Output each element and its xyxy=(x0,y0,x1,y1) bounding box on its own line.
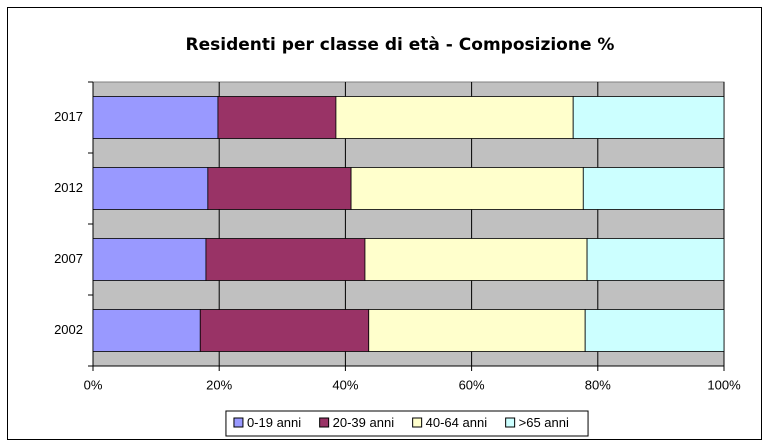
x-tick-label: 60% xyxy=(459,377,485,392)
bar-segment xyxy=(582,167,725,210)
legend-label: 40-64 anni xyxy=(426,415,488,430)
bar-segment xyxy=(92,238,207,281)
bar-segment xyxy=(350,167,584,210)
bar-segment xyxy=(205,238,366,281)
legend-swatch xyxy=(412,417,423,428)
bar-segment xyxy=(572,96,725,139)
chart-title: Residenti per classe di età - Composizio… xyxy=(186,35,615,55)
bar-segment xyxy=(368,309,586,352)
y-tick-label: 2007 xyxy=(54,251,83,266)
legend-label: 0-19 anni xyxy=(247,415,301,430)
legend-swatch xyxy=(233,417,244,428)
bar-segment xyxy=(92,96,219,139)
bar-segment xyxy=(364,238,588,281)
y-tick-label: 2012 xyxy=(54,180,83,195)
y-tick-label: 2017 xyxy=(54,109,83,124)
legend-label: >65 anni xyxy=(519,415,569,430)
y-tick-label: 2002 xyxy=(54,322,83,337)
bar-segment xyxy=(217,96,337,139)
bar-segment xyxy=(335,96,574,139)
x-tick-label: 80% xyxy=(585,377,611,392)
legend-label: 20-39 anni xyxy=(333,415,395,430)
bar-segment xyxy=(207,167,352,210)
x-tick-label: 20% xyxy=(206,377,232,392)
bar-segment xyxy=(199,309,370,352)
x-tick-label: 0% xyxy=(84,377,103,392)
x-tick-label: 40% xyxy=(332,377,358,392)
bar-segment xyxy=(92,309,201,352)
bar-segment xyxy=(92,167,209,210)
legend-swatch xyxy=(505,417,516,428)
legend-box xyxy=(225,410,589,437)
bar-segment xyxy=(584,309,725,352)
legend-swatch xyxy=(319,417,330,428)
x-tick-label: 100% xyxy=(707,377,741,392)
bar-segment xyxy=(586,238,725,281)
